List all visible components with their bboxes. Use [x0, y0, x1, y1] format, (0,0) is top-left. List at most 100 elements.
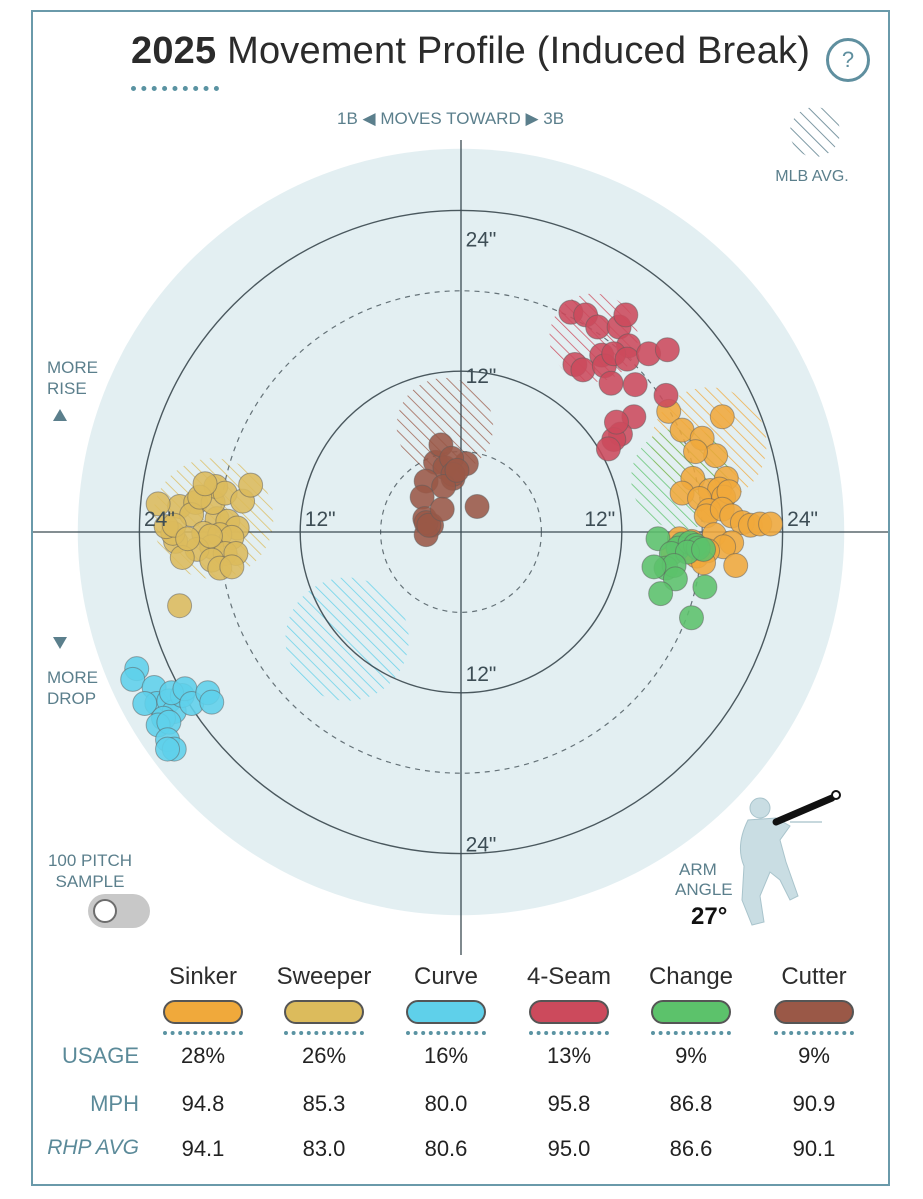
sample-line2: SAMPLE: [55, 872, 125, 891]
legend-name-sweeper: Sweeper: [276, 963, 372, 990]
avg-zone-cutter: [396, 377, 494, 475]
point-change-15: [648, 581, 674, 607]
legend-swatch-4seam: [529, 1000, 609, 1024]
more-rise-line2: RISE: [47, 379, 87, 398]
point-4-seam-16: [653, 382, 679, 408]
ring-label-0: 24": [466, 228, 497, 251]
point-cutter-10: [464, 494, 490, 520]
arm-angle-value: 27°: [691, 903, 728, 930]
legend-underline-sweeper: [284, 1031, 364, 1035]
point-4-seam-14: [598, 370, 624, 396]
usage-row-label: USAGE: [61, 1043, 139, 1068]
legend-underline-cutter: [774, 1031, 854, 1035]
more-rise-line1: MORE: [47, 358, 98, 377]
point-curve-1: [120, 666, 146, 692]
arm-angle-line2: ANGLE: [675, 880, 733, 899]
title-underline: [131, 86, 219, 91]
ring-label-5: 12": [466, 663, 497, 686]
usage-change: 9%: [675, 1043, 707, 1068]
usage-4seam: 13%: [546, 1043, 592, 1068]
mph-change: 86.8: [669, 1091, 713, 1116]
point-sinker-3: [709, 404, 735, 430]
point-sweeper-28: [197, 523, 223, 549]
title-year: 2025: [131, 30, 217, 72]
point-sweeper-31: [167, 593, 193, 619]
point-4-seam-8: [570, 357, 596, 383]
more-drop-line1: MORE: [47, 668, 98, 687]
ring-label-7: 24": [144, 508, 175, 531]
point-4-seam-2: [585, 314, 611, 340]
rhp-avg-4seam: 95.0: [547, 1136, 591, 1161]
point-4-seam-21: [603, 409, 629, 435]
legend-swatch-sinker: [163, 1000, 243, 1024]
mph-4seam: 95.8: [547, 1091, 591, 1116]
point-cutter-17: [429, 496, 455, 522]
toggle-knob: [93, 899, 117, 923]
point-curve-12: [199, 689, 225, 715]
legend-swatch-change: [651, 1000, 731, 1024]
legend-name-4seam: 4-Seam: [526, 963, 612, 990]
chart-frame: [31, 10, 890, 1186]
more-drop-line2: DROP: [47, 689, 97, 708]
point-sweeper-27: [192, 471, 218, 497]
legend-underline-curve: [406, 1031, 486, 1035]
rhp-avg-cutter: 90.1: [792, 1136, 836, 1161]
more-rise-label: MORE RISE: [47, 357, 98, 399]
mph-sweeper: 85.3: [302, 1091, 346, 1116]
title-text: Movement Profile (Induced Break): [216, 30, 811, 72]
pitcher-silhouette-icon: [740, 790, 841, 926]
rhp-avg-change: 86.6: [669, 1136, 713, 1161]
mph-sinker: 94.8: [181, 1091, 225, 1116]
point-curve-18: [155, 736, 181, 762]
arm-angle-line1: ARM: [679, 860, 717, 879]
ring-label-3: 24": [787, 508, 818, 531]
mlb-avg-label: MLB AVG.: [775, 168, 849, 185]
legend-name-sinker: Sinker: [168, 963, 238, 990]
mlb-avg-swatch: [790, 107, 840, 157]
point-cutter-15: [416, 512, 442, 538]
sample-line1: 100 PITCH: [47, 851, 133, 870]
legend-name-change: Change: [648, 963, 734, 990]
point-sweeper-30: [175, 526, 201, 552]
mph-cutter: 90.9: [792, 1091, 836, 1116]
point-4-seam-11: [614, 346, 640, 372]
more-drop-label: MORE DROP: [47, 667, 98, 709]
usage-cutter: 9%: [798, 1043, 830, 1068]
rhp-avg-row-label: RHP AVG: [47, 1136, 139, 1159]
point-sweeper-2: [145, 491, 171, 517]
point-sweeper-21: [238, 472, 264, 498]
rhp-avg-curve: 80.6: [424, 1136, 468, 1161]
rhp-avg-sinker: 94.1: [181, 1136, 225, 1161]
point-4-seam-4: [613, 302, 639, 328]
page-title: 2025 Movement Profile (Induced Break): [131, 30, 810, 73]
point-sinker-21: [758, 511, 784, 537]
legend-swatch-curve: [406, 1000, 486, 1024]
legend-name-curve: Curve: [413, 963, 479, 990]
legend-underline-sinker: [163, 1031, 243, 1035]
point-change-14: [678, 605, 704, 631]
triangle-down-icon: [53, 637, 67, 649]
point-change-11: [641, 554, 667, 580]
help-button[interactable]: ?: [826, 38, 870, 82]
point-sinker-5: [683, 439, 708, 465]
usage-curve: 16%: [423, 1043, 469, 1068]
x-axis-label: 1B ◀ MOVES TOWARD ▶ 3B: [337, 109, 564, 128]
point-4-seam-15: [622, 372, 648, 398]
legend-name-cutter: Cutter: [781, 963, 847, 990]
point-cutter-16: [444, 457, 470, 483]
point-change-8: [691, 536, 717, 562]
triangle-up-icon: [53, 409, 67, 421]
ring-label-4: 24": [466, 834, 497, 857]
avg-zone-curve: [285, 577, 409, 701]
point-change-13: [692, 574, 718, 600]
legend-underline-4seam: [529, 1031, 609, 1035]
point-4-seam-20: [595, 436, 621, 462]
ring-label-6: 12": [305, 508, 336, 531]
legend-swatch-sweeper: [284, 1000, 364, 1024]
legend-swatch-cutter: [774, 1000, 854, 1024]
usage-sweeper: 26%: [301, 1043, 347, 1068]
help-icon: ?: [841, 47, 855, 72]
pitch-sample-toggle[interactable]: [88, 894, 150, 928]
mph-row-label: MPH: [90, 1091, 139, 1116]
